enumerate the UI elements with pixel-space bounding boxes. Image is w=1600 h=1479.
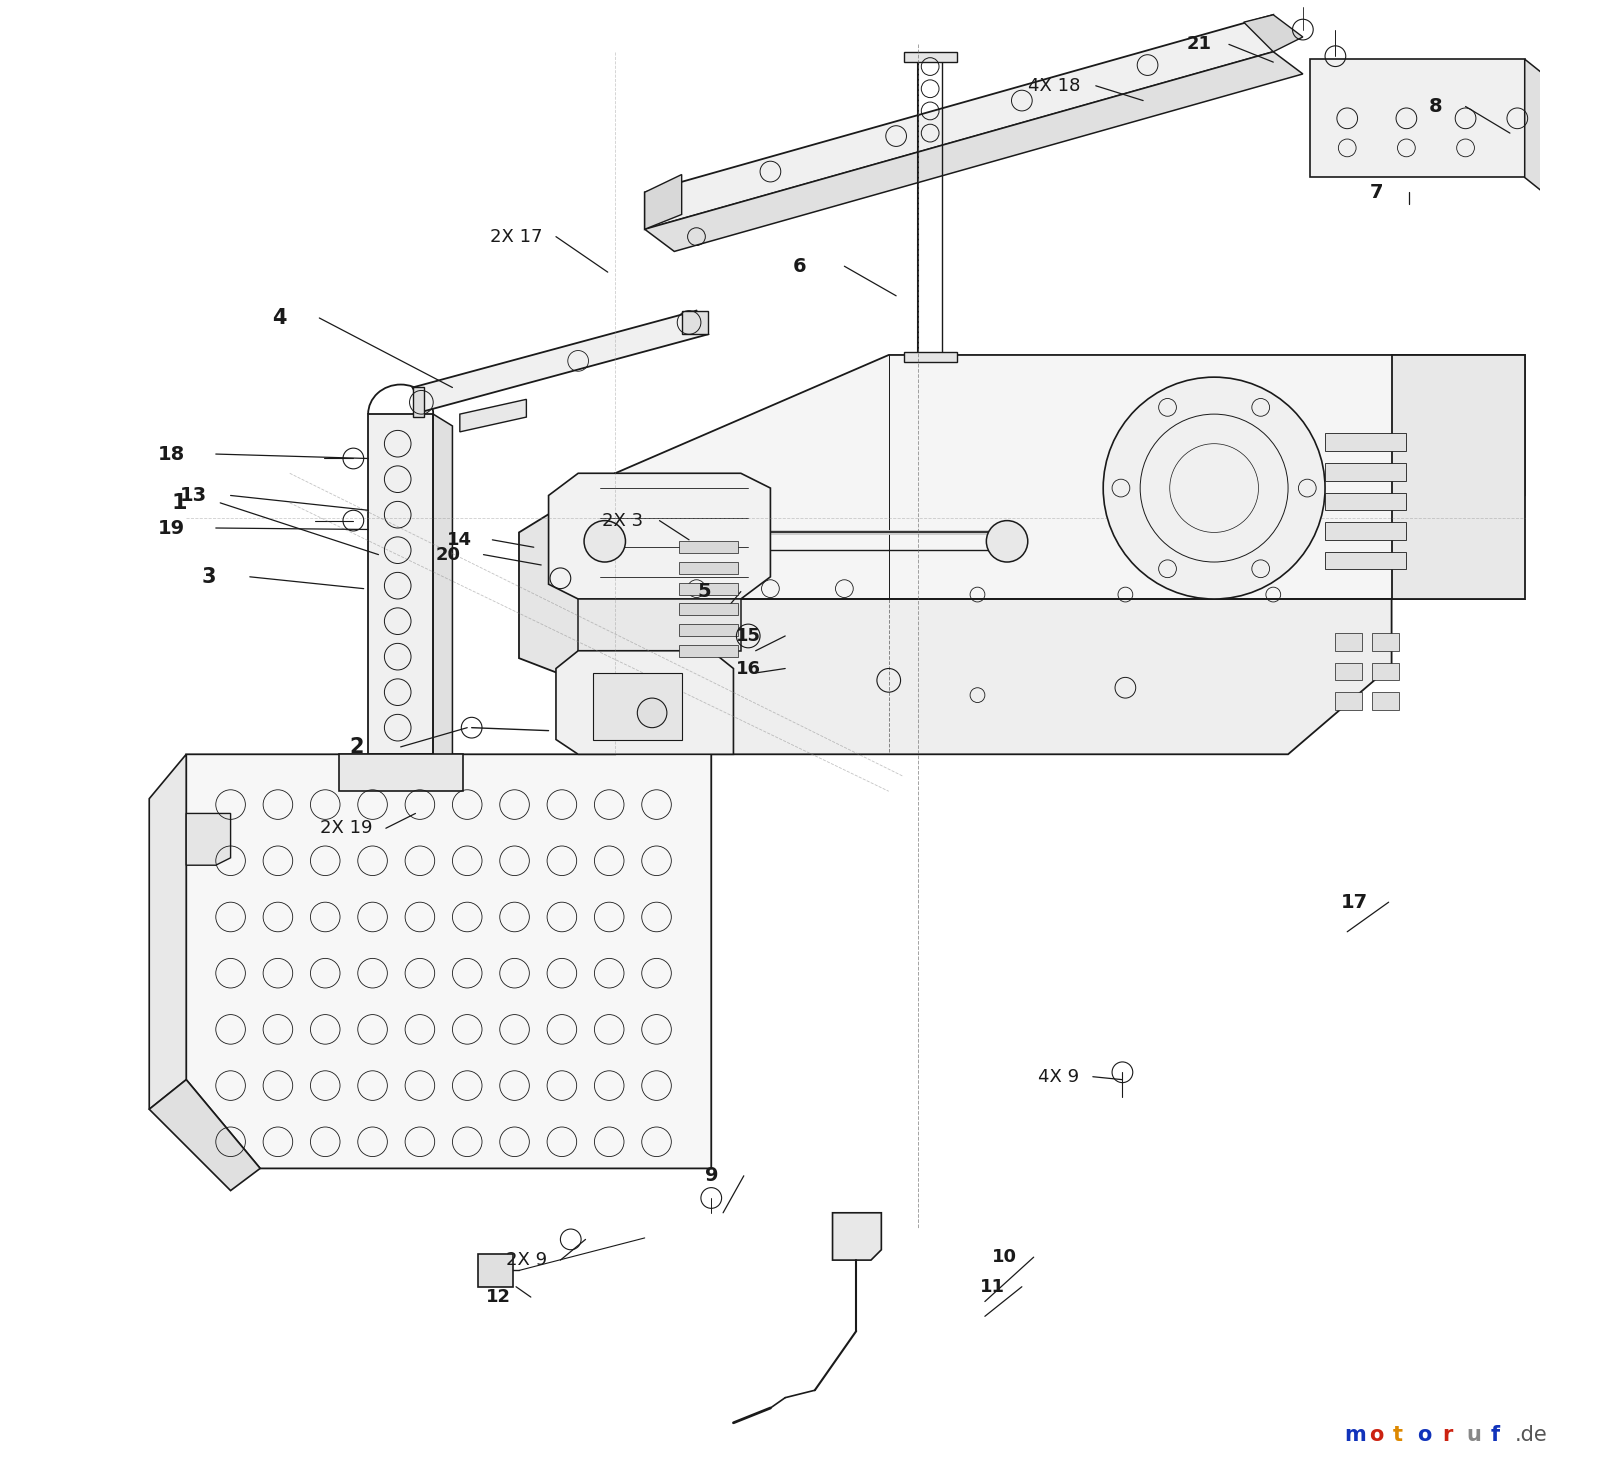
Polygon shape [339, 754, 462, 791]
Text: 18: 18 [158, 445, 186, 463]
Text: 14: 14 [448, 531, 472, 549]
Text: 13: 13 [181, 487, 206, 504]
Polygon shape [368, 414, 434, 754]
Polygon shape [904, 52, 957, 62]
Text: 5: 5 [698, 583, 710, 600]
Text: 6: 6 [794, 257, 806, 275]
FancyBboxPatch shape [1336, 692, 1362, 710]
Text: 4X 18: 4X 18 [1029, 77, 1080, 95]
FancyBboxPatch shape [678, 645, 738, 657]
FancyBboxPatch shape [678, 562, 738, 574]
FancyBboxPatch shape [1336, 663, 1362, 680]
Text: 19: 19 [158, 519, 186, 537]
Polygon shape [1525, 59, 1547, 195]
Text: o: o [1418, 1424, 1432, 1445]
FancyBboxPatch shape [1325, 552, 1406, 569]
Text: 2: 2 [349, 737, 363, 757]
Text: 4: 4 [272, 308, 286, 328]
Circle shape [584, 521, 626, 562]
Text: m: m [1344, 1424, 1366, 1445]
Text: 11: 11 [979, 1278, 1005, 1296]
Text: 2X 17: 2X 17 [490, 228, 542, 246]
Text: u: u [1466, 1424, 1482, 1445]
Text: 4X 9: 4X 9 [1038, 1068, 1080, 1086]
Text: 7: 7 [1370, 183, 1384, 201]
FancyBboxPatch shape [1373, 663, 1398, 680]
Text: 2X 19: 2X 19 [320, 819, 373, 837]
Text: 9: 9 [704, 1167, 718, 1185]
FancyBboxPatch shape [1325, 493, 1406, 510]
Text: f: f [1491, 1424, 1499, 1445]
FancyBboxPatch shape [678, 583, 738, 595]
Text: 17: 17 [1341, 893, 1368, 911]
Polygon shape [413, 387, 424, 417]
Text: 3: 3 [202, 566, 216, 587]
Text: 16: 16 [736, 660, 760, 677]
Polygon shape [434, 414, 453, 762]
Text: r: r [1442, 1424, 1453, 1445]
Polygon shape [549, 473, 771, 599]
Polygon shape [832, 1213, 882, 1260]
FancyBboxPatch shape [678, 541, 738, 553]
Text: 20: 20 [435, 546, 461, 563]
Polygon shape [186, 695, 712, 1168]
Text: 15: 15 [736, 627, 760, 645]
Text: 12: 12 [486, 1288, 510, 1306]
Polygon shape [904, 352, 957, 362]
Text: o: o [1368, 1424, 1382, 1445]
Text: 8: 8 [1429, 98, 1443, 115]
Polygon shape [645, 52, 1302, 251]
Circle shape [1102, 377, 1325, 599]
Text: 1: 1 [171, 493, 187, 513]
FancyBboxPatch shape [594, 673, 682, 740]
FancyBboxPatch shape [1373, 692, 1398, 710]
Polygon shape [1392, 355, 1525, 599]
Polygon shape [578, 599, 741, 651]
FancyBboxPatch shape [1336, 633, 1362, 651]
Polygon shape [186, 813, 230, 865]
FancyBboxPatch shape [678, 603, 738, 615]
Polygon shape [1243, 15, 1302, 52]
Polygon shape [149, 1080, 261, 1191]
Polygon shape [614, 599, 1392, 754]
Polygon shape [645, 175, 682, 229]
Polygon shape [614, 355, 1525, 599]
Polygon shape [459, 399, 526, 432]
FancyBboxPatch shape [1325, 463, 1406, 481]
Text: 2X 9: 2X 9 [506, 1251, 547, 1269]
Polygon shape [413, 311, 709, 411]
Text: 10: 10 [992, 1248, 1016, 1266]
Text: t: t [1394, 1424, 1403, 1445]
FancyBboxPatch shape [1325, 522, 1406, 540]
Polygon shape [645, 15, 1274, 229]
Polygon shape [555, 651, 733, 754]
Text: 2X 3: 2X 3 [602, 512, 643, 529]
Circle shape [986, 521, 1027, 562]
FancyBboxPatch shape [477, 1254, 514, 1287]
Text: .de: .de [1515, 1424, 1547, 1445]
Polygon shape [149, 754, 186, 1109]
FancyBboxPatch shape [1373, 633, 1398, 651]
FancyBboxPatch shape [678, 624, 738, 636]
Polygon shape [518, 473, 614, 695]
FancyBboxPatch shape [1325, 433, 1406, 451]
Text: 21: 21 [1187, 35, 1211, 53]
Circle shape [637, 698, 667, 728]
Polygon shape [682, 311, 709, 334]
Polygon shape [1310, 59, 1525, 177]
